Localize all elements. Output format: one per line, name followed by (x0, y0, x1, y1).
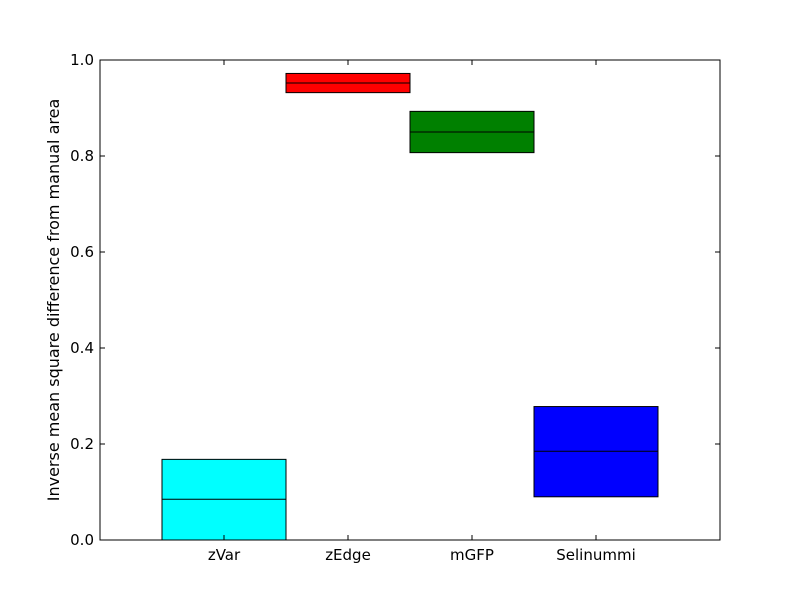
y-tick-label: 0.4 (70, 339, 94, 357)
x-tick-label: zEdge (325, 546, 371, 564)
x-tick-label: mGFP (450, 546, 494, 564)
y-tick-label: 0.6 (70, 243, 94, 261)
x-tick-label: zVar (208, 546, 241, 564)
y-axis-label: Inverse mean square difference from manu… (44, 99, 63, 501)
x-axis-ticks: zVar zEdge mGFP Selinummi (208, 60, 636, 564)
y-tick-label: 0.0 (70, 531, 94, 549)
x-tick-label: Selinummi (556, 546, 636, 564)
bars-layer (161, 72, 659, 541)
y-tick-label: 0.8 (70, 147, 94, 165)
y-tick-label: 1.0 (70, 51, 94, 69)
plot-area-frame (99, 59, 721, 541)
y-axis-ticks: 0.0 0.2 0.4 0.6 0.8 1.0 (70, 51, 720, 549)
y-tick-label: 0.2 (70, 435, 94, 453)
